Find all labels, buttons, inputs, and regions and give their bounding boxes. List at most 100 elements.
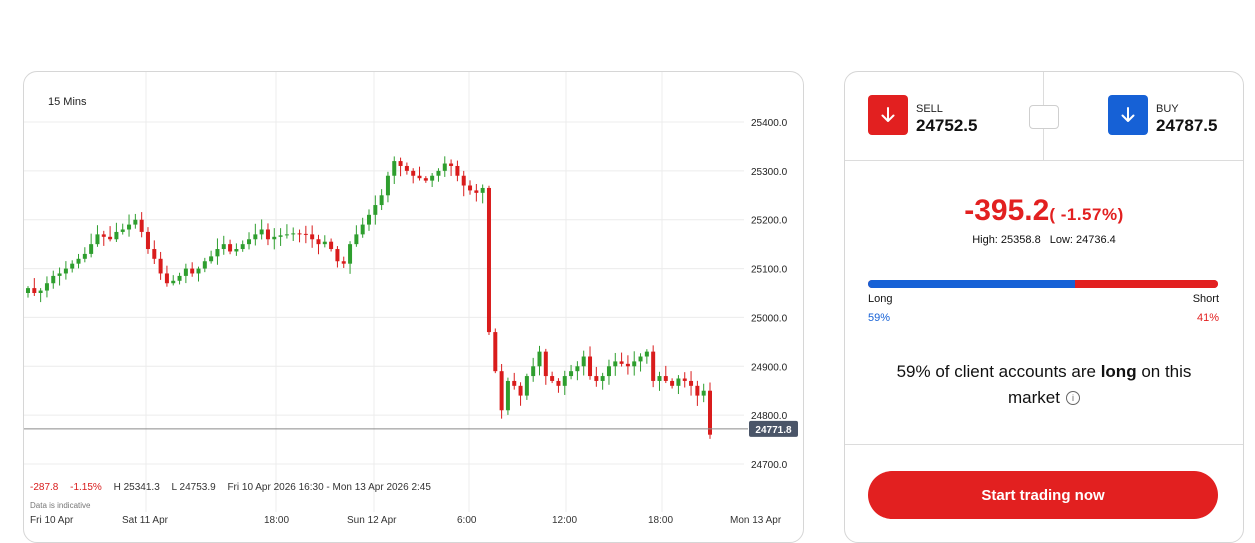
candle-body	[278, 235, 283, 237]
candle-body	[322, 241, 327, 245]
candle-body	[468, 185, 473, 191]
candle-body	[600, 376, 605, 381]
candle-body	[247, 239, 252, 245]
candle-body	[284, 234, 289, 236]
candle-body	[569, 371, 574, 377]
long-label: Long	[868, 293, 893, 305]
candle-body	[543, 351, 548, 377]
y-tick-label: 24700.0	[751, 460, 788, 471]
candle-body	[354, 234, 359, 245]
price-row: SELL 24752.5 BUY 24787.5	[845, 72, 1243, 161]
candle-body	[348, 244, 353, 264]
short-label: Short	[1192, 293, 1219, 305]
candle-body	[202, 261, 207, 269]
candle-body	[82, 253, 87, 259]
daily-change: -395.2( -1.57%)	[845, 194, 1243, 228]
chart-change-points: -287.8	[30, 482, 59, 493]
candle-body	[89, 244, 94, 254]
sell-label: SELL	[916, 103, 943, 115]
candle-body	[133, 219, 138, 225]
candle-body	[632, 361, 637, 367]
x-tick: Mon 13 Apr	[730, 515, 782, 526]
candle-body	[474, 190, 479, 193]
candle-body	[171, 280, 176, 284]
daily-change-percent: ( -1.57%)	[1049, 205, 1124, 224]
sentiment-text-post: on this market	[1008, 362, 1192, 407]
y-tick-label: 24900.0	[751, 362, 788, 373]
candle-body	[139, 219, 144, 232]
candle-body	[701, 390, 706, 396]
candle-body	[63, 268, 68, 274]
chart-change-percent: -1.15%	[70, 482, 102, 493]
candle-body	[644, 351, 649, 357]
candle-body	[26, 288, 30, 293]
candle-body	[423, 178, 428, 181]
candle-body	[120, 229, 125, 232]
candle-body	[76, 258, 81, 264]
sell-button[interactable]	[868, 95, 908, 135]
candle-body	[329, 241, 334, 250]
candle-body	[272, 236, 277, 240]
candle-body	[449, 163, 454, 166]
candle-body	[486, 187, 491, 333]
candle-body	[436, 170, 441, 176]
candle-body	[259, 229, 264, 235]
x-tick: Sun 12 Apr	[347, 515, 397, 526]
candle-body	[455, 165, 460, 176]
candle-body	[373, 205, 378, 215]
candle-body	[505, 380, 510, 411]
short-percent: 41%	[1196, 312, 1219, 324]
candle-body	[215, 249, 220, 257]
candle-body	[531, 366, 536, 377]
y-tick-label: 25200.0	[751, 216, 788, 227]
candle-body	[411, 170, 416, 176]
candle-body	[556, 380, 561, 386]
sentiment-summary: 59% of client accounts are long on this …	[875, 359, 1213, 411]
candle-body	[518, 385, 523, 396]
candle-body	[341, 261, 346, 264]
x-axis-labels: Fri 10 Apr Sat 11 Apr 18:00 Sun 12 Apr 6…	[24, 515, 803, 527]
info-icon[interactable]: i	[1065, 391, 1080, 405]
candle-body	[38, 290, 43, 293]
candle-body	[145, 231, 150, 250]
candle-body	[562, 376, 567, 386]
candle-body	[310, 234, 315, 240]
candle-body	[297, 233, 302, 235]
candle-body	[114, 231, 119, 240]
sentiment-bar	[868, 280, 1218, 288]
candle-body	[291, 233, 296, 235]
x-tick: 12:00	[552, 515, 578, 526]
candle-body	[670, 380, 675, 386]
candle-body	[575, 366, 580, 372]
candle-body	[537, 351, 542, 367]
candle-body	[158, 258, 163, 274]
candle-body	[550, 376, 555, 381]
candlestick-chart[interactable]: 25400.0 25300.0 25200.0 25100.0 25000.0 24900…	[24, 72, 803, 542]
chart-interval-label[interactable]: 15 Mins	[48, 96, 87, 108]
buy-button[interactable]	[1108, 95, 1148, 135]
candle-body	[190, 268, 195, 274]
candle-body	[619, 361, 624, 364]
candle-body	[57, 273, 62, 276]
candle-body	[108, 236, 113, 240]
start-trading-button[interactable]: Start trading now	[868, 471, 1218, 519]
candle-body	[367, 214, 371, 225]
y-tick-label: 25300.0	[751, 167, 788, 178]
sentiment-text-pre: 59% of client accounts are	[896, 362, 1101, 381]
candle-body	[398, 161, 403, 166]
y-tick-label: 24800.0	[751, 411, 788, 422]
sentiment-text-bold: long	[1100, 362, 1137, 381]
candle-body	[152, 249, 157, 259]
trade-panel: SELL 24752.5 BUY 24787.5 -395.2( -1.57%)…	[844, 71, 1244, 543]
sell-price[interactable]: 24752.5	[916, 116, 978, 135]
chart-date-range: Fri 10 Apr 2026 16:30 - Mon 13 Apr 2026 …	[227, 482, 431, 493]
candle-body	[392, 161, 397, 176]
buy-price[interactable]: 24787.5	[1156, 116, 1218, 135]
y-tick-label: 25100.0	[751, 265, 788, 276]
candle-body	[638, 356, 643, 362]
candle-body	[44, 283, 49, 291]
candle-body	[430, 175, 435, 181]
high-low: High: 25358.8 Low: 24736.4	[845, 234, 1243, 246]
x-tick: 18:00	[648, 515, 674, 526]
candle-body	[404, 165, 409, 171]
